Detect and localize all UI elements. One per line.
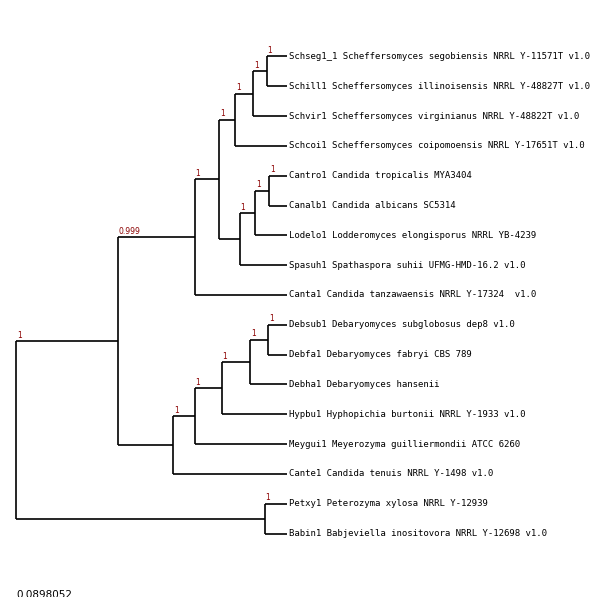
Text: 1: 1 bbox=[220, 109, 225, 118]
Text: 1: 1 bbox=[268, 46, 272, 55]
Text: 1: 1 bbox=[195, 169, 200, 178]
Text: Debfa1 Debaryomyces fabryi CBS 789: Debfa1 Debaryomyces fabryi CBS 789 bbox=[289, 350, 472, 359]
Text: Canta1 Candida tanzawaensis NRRL Y-17324  v1.0: Canta1 Candida tanzawaensis NRRL Y-17324… bbox=[289, 291, 536, 300]
Text: 1: 1 bbox=[17, 331, 22, 340]
Text: Meygui1 Meyerozyma guilliermondii ATCC 6260: Meygui1 Meyerozyma guilliermondii ATCC 6… bbox=[289, 439, 520, 448]
Text: 0.999: 0.999 bbox=[119, 227, 141, 236]
Text: Lodelo1 Lodderomyces elongisporus NRRL YB-4239: Lodelo1 Lodderomyces elongisporus NRRL Y… bbox=[289, 231, 536, 240]
Text: 1: 1 bbox=[236, 83, 241, 92]
Text: 1: 1 bbox=[270, 165, 275, 174]
Text: 1: 1 bbox=[269, 314, 274, 324]
Text: 1: 1 bbox=[256, 180, 261, 189]
Text: Petxy1 Peterozyma xylosa NRRL Y-12939: Petxy1 Peterozyma xylosa NRRL Y-12939 bbox=[289, 499, 488, 508]
Text: 1: 1 bbox=[223, 352, 227, 361]
Text: 1: 1 bbox=[195, 378, 200, 387]
Text: 1: 1 bbox=[240, 202, 245, 211]
Text: Schcoi1 Scheffersomyces coipomoensis NRRL Y-17651T v1.0: Schcoi1 Scheffersomyces coipomoensis NRR… bbox=[289, 141, 585, 150]
Text: Hypbu1 Hyphopichia burtonii NRRL Y-1933 v1.0: Hypbu1 Hyphopichia burtonii NRRL Y-1933 … bbox=[289, 410, 526, 418]
Text: Schseg1_1 Scheffersomyces segobiensis NRRL Y-11571T v1.0: Schseg1_1 Scheffersomyces segobiensis NR… bbox=[289, 52, 590, 61]
Text: Debha1 Debaryomyces hansenii: Debha1 Debaryomyces hansenii bbox=[289, 380, 440, 389]
Text: Spasuh1 Spathaspora suhii UFMG-HMD-16.2 v1.0: Spasuh1 Spathaspora suhii UFMG-HMD-16.2 … bbox=[289, 261, 526, 270]
Text: 0.0898052: 0.0898052 bbox=[17, 590, 72, 597]
Text: Schvir1 Scheffersomyces virginianus NRRL Y-48822T v1.0: Schvir1 Scheffersomyces virginianus NRRL… bbox=[289, 112, 580, 121]
Text: 1: 1 bbox=[174, 405, 179, 415]
Text: Canalb1 Candida albicans SC5314: Canalb1 Candida albicans SC5314 bbox=[289, 201, 456, 210]
Text: 1: 1 bbox=[265, 493, 270, 502]
Text: Debsub1 Debaryomyces subglobosus dep8 v1.0: Debsub1 Debaryomyces subglobosus dep8 v1… bbox=[289, 321, 515, 330]
Text: 1: 1 bbox=[251, 329, 256, 338]
Text: Cantro1 Candida tropicalis MYA3404: Cantro1 Candida tropicalis MYA3404 bbox=[289, 171, 472, 180]
Text: Babin1 Babjeviella inositovora NRRL Y-12698 v1.0: Babin1 Babjeviella inositovora NRRL Y-12… bbox=[289, 529, 548, 538]
Text: 1: 1 bbox=[254, 61, 259, 70]
Text: Schill1 Scheffersomyces illinoisensis NRRL Y-48827T v1.0: Schill1 Scheffersomyces illinoisensis NR… bbox=[289, 82, 590, 91]
Text: Cante1 Candida tenuis NRRL Y-1498 v1.0: Cante1 Candida tenuis NRRL Y-1498 v1.0 bbox=[289, 469, 494, 478]
